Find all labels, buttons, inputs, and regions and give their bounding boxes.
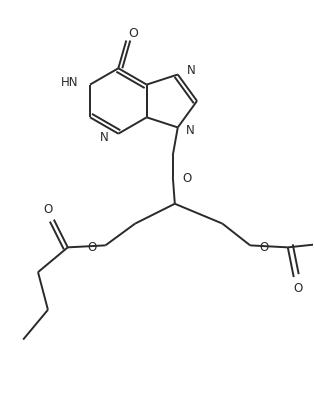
- Text: HN: HN: [61, 76, 78, 89]
- Text: O: O: [43, 203, 52, 216]
- Text: N: N: [100, 131, 108, 144]
- Text: O: O: [128, 27, 138, 40]
- Text: O: O: [87, 241, 96, 254]
- Text: N: N: [186, 124, 194, 137]
- Text: O: O: [183, 173, 192, 186]
- Text: O: O: [259, 241, 268, 254]
- Text: N: N: [187, 64, 195, 77]
- Text: O: O: [293, 282, 302, 295]
